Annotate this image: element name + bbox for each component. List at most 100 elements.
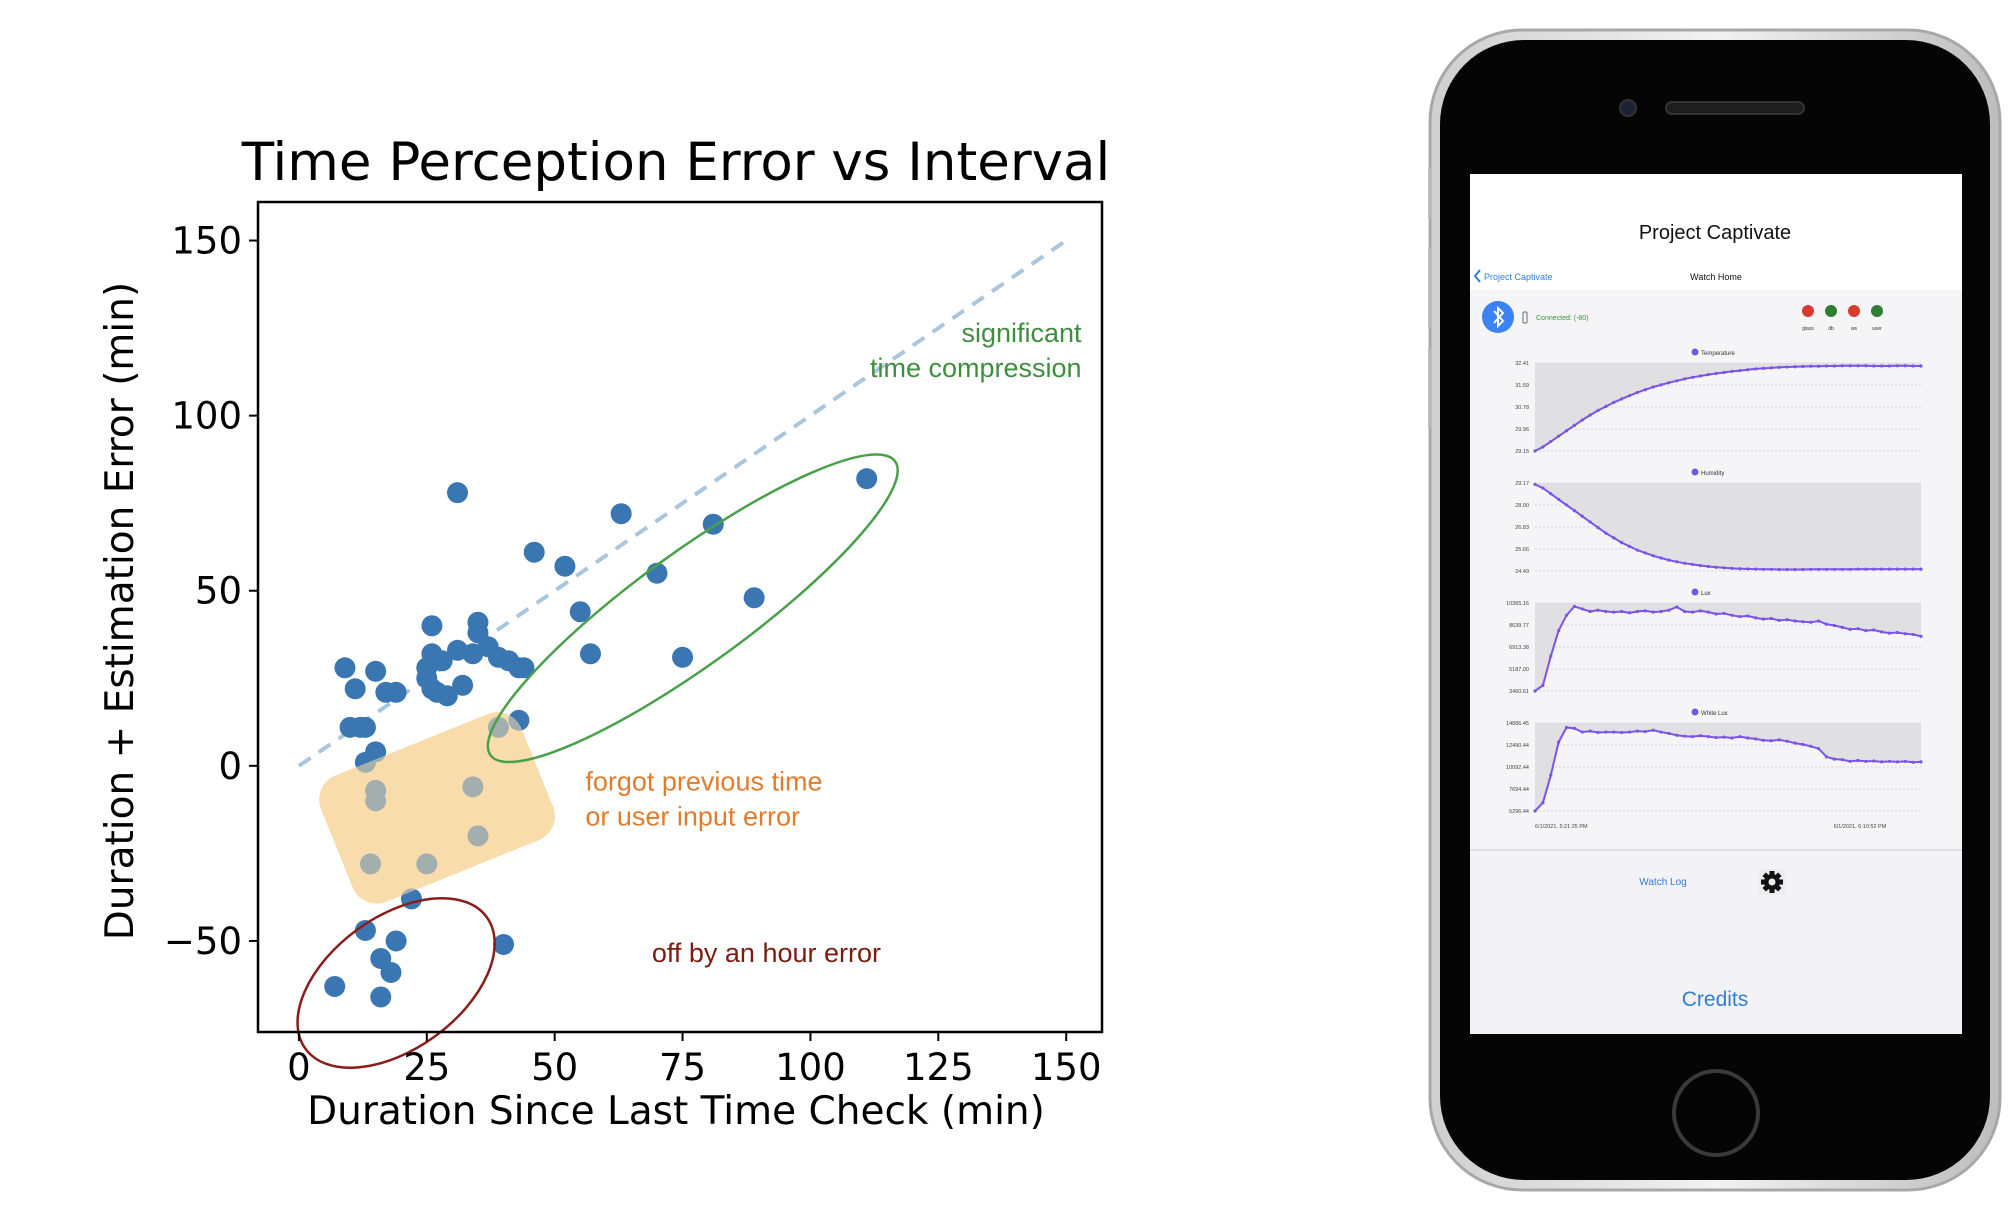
credits-link[interactable]: Credits <box>1682 988 1749 1011</box>
plot-frame <box>256 200 1104 1034</box>
mini-chart-title: White Lux <box>1701 711 1728 717</box>
bluetooth-button[interactable] <box>1482 301 1514 333</box>
series-point <box>1730 369 1734 373</box>
series-point <box>1612 536 1616 540</box>
series-point <box>1919 567 1923 571</box>
y-tick-label: 30.78 <box>1515 405 1529 411</box>
reference-line <box>297 238 1068 768</box>
series-point <box>1659 609 1663 614</box>
series-point <box>1769 366 1773 370</box>
series-point <box>1706 610 1710 614</box>
annotation: forgot previous time or user input error <box>585 766 822 831</box>
series-point <box>1895 567 1899 571</box>
y-tick-label: 5296.44 <box>1509 809 1529 815</box>
series-point <box>1872 759 1876 763</box>
series-point <box>1698 374 1703 378</box>
series-point <box>1635 729 1640 733</box>
series-point <box>1895 760 1899 764</box>
x-axis-label: Duration Since Last Time Check (min) <box>307 1089 1045 1134</box>
series-point <box>1580 730 1584 734</box>
mini-chart-title: Temperature <box>1701 351 1735 357</box>
series-point <box>1801 620 1805 624</box>
series-point <box>1588 729 1592 733</box>
series-point <box>1872 364 1876 368</box>
series-point <box>1848 627 1852 631</box>
y-tick-label: 14886.45 <box>1506 721 1529 727</box>
series-point <box>1620 397 1624 401</box>
series-point <box>1832 364 1836 368</box>
volume-up-button[interactable] <box>1428 248 1432 328</box>
series-point <box>1761 738 1766 742</box>
series-point <box>1675 605 1679 609</box>
series-point <box>1651 610 1655 614</box>
series-point <box>1824 755 1829 759</box>
back-button[interactable]: Project Captivate <box>1473 269 1553 283</box>
series-point <box>1911 760 1915 764</box>
data-point <box>334 657 356 679</box>
data-point <box>579 643 601 665</box>
series-point <box>1572 604 1576 608</box>
series-point <box>1864 759 1868 764</box>
x-start-label: 6/1/2021, 5:21:25 PM <box>1535 824 1588 830</box>
series-point <box>1809 364 1813 368</box>
series-point <box>1541 486 1545 490</box>
series-point <box>1627 611 1632 615</box>
data-point <box>554 555 576 577</box>
series-point <box>1706 735 1710 739</box>
watch-log-link[interactable]: Watch Log <box>1639 877 1686 888</box>
data-point <box>365 660 387 682</box>
series-point <box>1903 759 1907 764</box>
series-point <box>1580 607 1584 611</box>
x-tick-label: 75 <box>659 1046 706 1089</box>
series-point <box>1753 616 1758 620</box>
data-point <box>354 919 376 941</box>
back-button-label: Project Captivate <box>1484 272 1553 282</box>
series-point <box>1903 632 1907 636</box>
series-point <box>1730 566 1734 570</box>
status-dot-user <box>1871 305 1883 317</box>
mini-chart-title: Humidity <box>1701 471 1724 477</box>
series-point <box>1564 725 1569 730</box>
scatter-chart: Time Perception Error vs Interval signif… <box>98 132 1110 1134</box>
series-point <box>1690 735 1695 739</box>
series-point <box>1832 757 1836 761</box>
series-point <box>1809 620 1813 624</box>
volume-down-button[interactable] <box>1428 348 1432 428</box>
y-tick-label: 10092.44 <box>1506 765 1529 771</box>
battery-icon <box>1522 311 1528 324</box>
data-point <box>324 975 346 997</box>
series-point <box>1604 404 1608 409</box>
series-point <box>1612 400 1616 405</box>
settings-button[interactable] <box>1759 869 1785 895</box>
series-point <box>1643 551 1647 555</box>
data-point <box>380 961 402 983</box>
series-point <box>1651 385 1655 389</box>
series-point <box>1675 560 1679 564</box>
side-button[interactable] <box>1428 168 1432 218</box>
status-dot-db <box>1825 305 1837 317</box>
y-tick-label: 26.83 <box>1515 525 1529 531</box>
series-point <box>1840 567 1844 571</box>
status-dot-label: ws <box>1851 326 1858 332</box>
series-point <box>1801 364 1805 369</box>
series-point <box>1722 611 1726 615</box>
series-point <box>1690 610 1695 614</box>
series-point <box>1706 564 1710 569</box>
series-point <box>1801 567 1805 572</box>
mini-chart: Humidity 29.17 28.00 26.83 25.66 24.49 <box>1515 468 1923 575</box>
data-point <box>513 657 535 679</box>
series-point <box>1635 390 1640 395</box>
region-hour-error <box>296 896 496 1069</box>
area-fill <box>1535 603 1921 691</box>
home-button[interactable] <box>1672 1069 1760 1157</box>
series-point <box>1604 730 1608 734</box>
data-point <box>743 587 765 609</box>
data-point <box>672 646 694 668</box>
series-point <box>1730 613 1734 617</box>
series-point <box>1880 630 1884 634</box>
series-point <box>1557 628 1561 633</box>
series-point <box>1746 736 1750 740</box>
area-fill <box>1535 483 1921 570</box>
y-tick-label: 5187.00 <box>1509 667 1529 673</box>
y-tick-label: 3460.61 <box>1509 689 1529 695</box>
